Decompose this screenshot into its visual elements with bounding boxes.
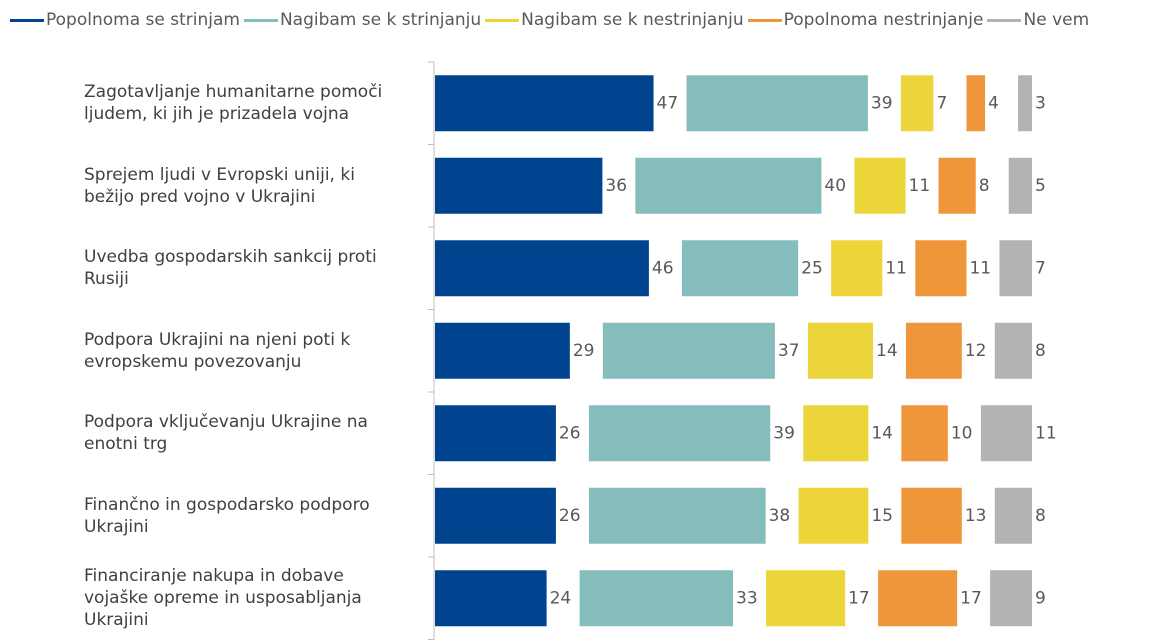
value-label: 11 [909, 176, 931, 196]
bar [798, 487, 869, 544]
bar [766, 570, 846, 627]
value-label: 39 [773, 423, 795, 443]
bar [579, 570, 734, 627]
category-label: Finančno in gospodarsko podporo Ukrajini [84, 494, 370, 537]
bar [999, 240, 1032, 297]
legend-swatch [987, 18, 1022, 22]
bar [901, 487, 962, 544]
bar [635, 157, 822, 214]
legend-label: Nagibam se k strinjanju [279, 10, 482, 30]
bar [807, 322, 873, 379]
legend-item: Popolnoma se strinjam [10, 10, 240, 30]
value-label: 4 [988, 93, 999, 113]
legend-item: Popolnoma nestrinjanje [747, 10, 984, 30]
bar [831, 240, 883, 297]
value-label: 17 [848, 588, 870, 608]
value-label: 39 [871, 93, 893, 113]
value-label: 12 [965, 341, 987, 361]
legend-label: Ne vem [1023, 10, 1090, 30]
bar [900, 75, 934, 132]
category-label: Podpora Ukrajini na njeni poti k evropsk… [84, 329, 351, 372]
value-label: 26 [559, 423, 581, 443]
legend-swatch [243, 18, 278, 22]
value-label: 11 [969, 258, 991, 278]
bar [854, 157, 906, 214]
legend-item: Ne vem [987, 10, 1089, 30]
value-label: 9 [1035, 588, 1046, 608]
value-label: 24 [550, 588, 572, 608]
legend-label: Popolnoma nestrinjanje [783, 10, 984, 30]
value-label: 11 [1035, 423, 1057, 443]
value-label: 17 [960, 588, 982, 608]
value-label: 26 [559, 506, 581, 526]
bar [994, 322, 1032, 379]
value-label: 14 [871, 423, 893, 443]
legend: Popolnoma se strinjam Nagibam se k strinj… [10, 10, 1093, 30]
bar [994, 487, 1032, 544]
bar [901, 405, 948, 462]
bar [878, 570, 958, 627]
legend-swatch [485, 18, 520, 22]
bar [980, 405, 1032, 462]
legend-swatch [747, 18, 782, 22]
value-label: 46 [652, 258, 674, 278]
bar [588, 405, 771, 462]
value-label: 40 [824, 176, 846, 196]
value-label: 11 [885, 258, 907, 278]
category-label: Sprejem ljudi v Evropski uniji, ki bežij… [84, 164, 355, 207]
value-label: 33 [736, 588, 758, 608]
value-label: 29 [573, 341, 595, 361]
value-label: 47 [657, 93, 679, 113]
category-label: Zagotavljanje humanitarne pomoči ljudem,… [84, 82, 383, 125]
legend-label: Popolnoma se strinjam [46, 10, 240, 30]
value-label: 10 [951, 423, 973, 443]
value-label: 7 [936, 93, 947, 113]
value-label: 5 [1035, 176, 1046, 196]
value-label: 7 [1035, 258, 1046, 278]
legend-item: Nagibam se k strinjanju [243, 10, 482, 30]
bar [588, 487, 766, 544]
value-label: 13 [965, 506, 987, 526]
bar [966, 75, 986, 132]
bar [602, 322, 775, 379]
category-label: Podpora vključevanju Ukrajine na enotni … [84, 412, 368, 455]
category-label: Financiranje nakupa in dobave vojaške op… [84, 566, 362, 631]
bar [1018, 75, 1032, 132]
category-label: Uvedba gospodarskih sankcij proti Rusiji [84, 247, 377, 290]
bar [435, 322, 570, 379]
bar [915, 240, 967, 297]
value-label: 8 [979, 176, 990, 196]
legend-swatch [10, 18, 44, 22]
value-label: 38 [769, 506, 791, 526]
bar [435, 487, 556, 544]
legend-label: Nagibam se k nestrinjanju [521, 10, 744, 30]
value-label: 37 [778, 341, 800, 361]
bar [435, 570, 547, 627]
bar [435, 75, 654, 132]
bar [435, 405, 556, 462]
bar [906, 322, 962, 379]
value-label: 3 [1035, 93, 1046, 113]
bar [990, 570, 1032, 627]
legend-item: Nagibam se k nestrinjanju [485, 10, 744, 30]
value-label: 8 [1035, 341, 1046, 361]
value-label: 25 [801, 258, 823, 278]
value-label: 8 [1035, 506, 1046, 526]
bar [938, 157, 976, 214]
value-label: 15 [871, 506, 893, 526]
value-label: 14 [876, 341, 898, 361]
bar [686, 75, 868, 132]
bar [435, 157, 603, 214]
bar [1008, 157, 1032, 214]
value-label: 36 [605, 176, 627, 196]
bar [435, 240, 649, 297]
bar [681, 240, 799, 297]
bar [803, 405, 869, 462]
